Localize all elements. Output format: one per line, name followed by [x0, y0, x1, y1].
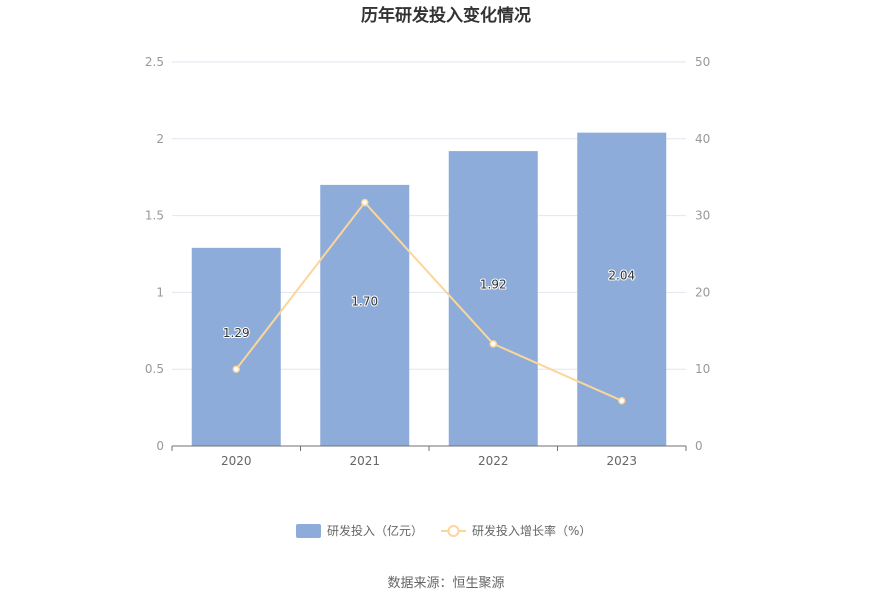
x-tick-label: 2020 — [221, 454, 252, 468]
bar-value-label: 1.70 — [351, 294, 378, 308]
line-series — [232, 198, 626, 405]
left-tick-label: 2.5 — [145, 55, 164, 69]
right-tick-label: 10 — [695, 362, 710, 376]
bar-2021[interactable] — [320, 184, 410, 446]
growth-point-2020[interactable] — [232, 365, 240, 373]
legend-bar-swatch — [296, 524, 321, 538]
bar-series — [191, 132, 667, 446]
bar-value-label: 1.29 — [223, 326, 250, 340]
growth-point-2023[interactable] — [618, 396, 626, 405]
x-tick-label: 2023 — [606, 454, 637, 468]
growth-line — [235, 200, 623, 402]
right-tick-label: 40 — [695, 132, 710, 146]
left-tick-label: 0.5 — [145, 362, 164, 376]
bar-2023[interactable] — [577, 132, 667, 446]
legend-line-label: 研发投入增长率（%） — [472, 523, 591, 538]
bar-value-label: 2.04 — [608, 268, 635, 282]
legend-item-line[interactable]: 研发投入增长率（%） — [441, 523, 591, 538]
growth-point-2021[interactable] — [361, 198, 369, 207]
left-tick-label: 2 — [156, 132, 164, 146]
left-y-axis: 0 0.5 1 1.5 2 2.5 — [145, 55, 164, 453]
bar-value-label: 1.92 — [480, 278, 507, 292]
right-tick-label: 0 — [695, 439, 703, 453]
right-tick-label: 50 — [695, 55, 710, 69]
right-tick-label: 20 — [695, 285, 710, 299]
left-tick-label: 1 — [156, 285, 164, 299]
right-y-axis: 0 10 20 30 40 50 — [695, 55, 710, 453]
legend-bar-label: 研发投入（亿元） — [327, 523, 423, 538]
legend: 研发投入（亿元） 研发投入增长率（%） — [296, 523, 591, 538]
bar-2020[interactable] — [191, 247, 281, 446]
x-tick-label: 2022 — [478, 454, 509, 468]
left-tick-label: 1.5 — [145, 209, 164, 223]
data-labels: 1.29 1.70 1.92 2.04 — [222, 267, 636, 341]
legend-item-bar[interactable]: 研发投入（亿元） — [296, 523, 423, 538]
x-axis: 2020 2021 2022 2023 — [171, 445, 687, 468]
source-note: 数据来源：恒生聚源 — [387, 576, 504, 591]
x-tick-label: 2021 — [349, 454, 380, 468]
bar-2022[interactable] — [448, 151, 538, 446]
left-tick-label: 0 — [156, 439, 164, 453]
legend-line-marker — [447, 525, 460, 537]
chart-title: 历年研发投入变化情况 — [361, 5, 531, 26]
growth-point-2022[interactable] — [489, 340, 497, 348]
right-tick-label: 30 — [695, 209, 710, 223]
